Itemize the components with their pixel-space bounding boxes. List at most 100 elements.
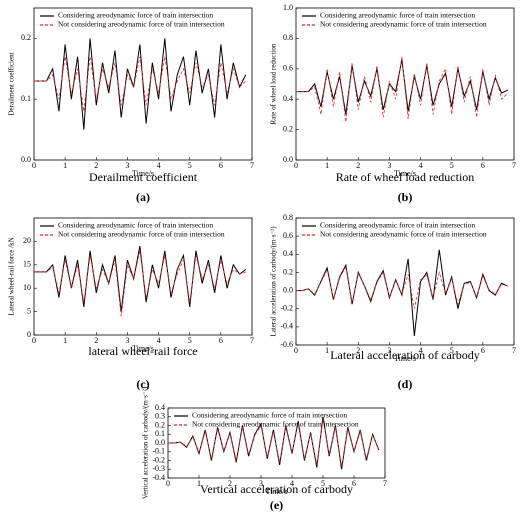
series-line xyxy=(296,249,508,336)
x-axis-label: Time/s xyxy=(266,487,288,496)
x-tick-label: 4 xyxy=(157,161,161,170)
x-tick-label: 1 xyxy=(325,346,329,355)
y-tick-label: 0.3 xyxy=(155,412,165,421)
x-tick-label: 6 xyxy=(481,161,485,170)
caption: Lateral acceleration of carbody xyxy=(330,348,480,362)
x-axis-label: Time/s xyxy=(394,169,416,178)
y-axis-label: Derailment coefficient xyxy=(8,52,16,115)
y-tick-label: 0.8 xyxy=(283,213,293,222)
y-tick-label: 0.1 xyxy=(21,94,31,103)
x-tick-label: 3 xyxy=(125,161,129,170)
y-tick-label: -0.6 xyxy=(280,340,293,349)
caption: lateral wheel-rail force xyxy=(88,344,197,358)
x-tick-label: 3 xyxy=(387,161,391,170)
y-axis-label: Rate of wheel load reduction xyxy=(270,43,278,124)
legend-label: Considering areodynamic force of train i… xyxy=(320,11,475,20)
caption: Rate of wheel load reduction xyxy=(336,170,475,184)
x-tick-label: 4 xyxy=(290,479,294,488)
series-line xyxy=(296,59,508,115)
x-tick-label: 2 xyxy=(356,161,360,170)
y-tick-label: 5 xyxy=(27,306,31,315)
panel-label: (a) xyxy=(136,190,150,204)
y-tick-label: 0.0 xyxy=(283,285,293,294)
y-tick-label: 0.2 xyxy=(283,124,293,133)
plot-frame xyxy=(33,217,253,336)
x-tick-label: 5 xyxy=(188,336,192,345)
series-line xyxy=(34,245,247,312)
x-axis-label: Time/s xyxy=(132,169,154,178)
x-tick-label: 7 xyxy=(512,346,516,355)
x-tick-label: 5 xyxy=(450,346,454,355)
legend-label: Not considering areodynamic force of tra… xyxy=(320,230,487,239)
x-tick-label: 7 xyxy=(250,336,254,345)
x-tick-label: 1 xyxy=(63,336,67,345)
y-axis-label: Vertical acceleration of carbody/(m·s⁻²) xyxy=(142,386,150,499)
legend-label: Considering areodynamic force of train i… xyxy=(192,411,347,420)
x-tick-label: 1 xyxy=(197,479,201,488)
y-tick-label: 1.0 xyxy=(283,3,293,12)
y-tick-label: -0.2 xyxy=(280,304,293,313)
x-tick-label: 0 xyxy=(32,161,36,170)
x-tick-label: 7 xyxy=(250,161,254,170)
x-tick-label: 3 xyxy=(259,479,263,488)
series-line xyxy=(296,56,509,123)
y-axis-label: Lateral wheel-rail force /kN xyxy=(8,237,16,315)
y-tick-label: -0.2 xyxy=(152,455,165,464)
x-axis-label: Time/s xyxy=(132,344,154,353)
y-tick-label: 0 xyxy=(27,330,31,339)
panel-label: (c) xyxy=(136,377,149,391)
y-tick-label: 20 xyxy=(23,236,31,245)
x-tick-label: 5 xyxy=(450,161,454,170)
x-tick-label: 2 xyxy=(94,336,98,345)
plot-frame xyxy=(33,7,253,161)
legend-label: Not considering areodynamic force of tra… xyxy=(192,420,359,429)
legend-label: Considering areodynamic force of train i… xyxy=(320,221,475,230)
y-tick-label: 10 xyxy=(23,283,31,292)
y-tick-label: -0.3 xyxy=(152,464,165,473)
y-tick-label: 0.4 xyxy=(155,403,165,412)
x-tick-label: 6 xyxy=(219,336,223,345)
x-tick-label: 0 xyxy=(294,161,298,170)
x-tick-label: 0 xyxy=(32,336,36,345)
panel-label: (b) xyxy=(398,190,413,204)
x-tick-label: 1 xyxy=(63,161,67,170)
series-line xyxy=(296,265,508,309)
y-tick-label: 0.2 xyxy=(21,33,31,42)
x-tick-label: 2 xyxy=(356,346,360,355)
plot-frame xyxy=(295,217,515,346)
x-tick-label: 2 xyxy=(94,161,98,170)
x-tick-label: 5 xyxy=(321,479,325,488)
y-tick-label: 0.6 xyxy=(283,64,293,73)
x-axis-label: Time/s xyxy=(394,354,416,363)
caption: Derailment coefficient xyxy=(89,170,198,184)
x-tick-label: 0 xyxy=(294,346,298,355)
caption: Vertical acceleration of carbody xyxy=(200,482,353,496)
y-tick-label: 0.4 xyxy=(283,249,293,258)
series-line xyxy=(34,56,247,112)
y-tick-label: 0.6 xyxy=(283,231,293,240)
y-tick-label: 15 xyxy=(23,260,31,269)
y-tick-label: 0.1 xyxy=(155,429,165,438)
y-tick-label: -0.4 xyxy=(280,322,293,331)
y-tick-label: 0.2 xyxy=(283,267,293,276)
x-tick-label: 4 xyxy=(157,336,161,345)
y-tick-label: 0.2 xyxy=(155,420,165,429)
x-tick-label: 7 xyxy=(512,161,516,170)
series-line xyxy=(168,419,380,467)
x-tick-label: 4 xyxy=(419,161,423,170)
y-tick-label: 0.4 xyxy=(283,94,293,103)
series-line xyxy=(34,38,247,130)
legend-label: Not considering areodynamic force of tra… xyxy=(320,20,487,29)
x-tick-label: 3 xyxy=(387,346,391,355)
legend-label: Not considering areodynamic force of tra… xyxy=(58,20,225,29)
panel-label: (d) xyxy=(398,377,413,391)
y-tick-label: 0.0 xyxy=(155,438,165,447)
y-tick-label: 0.0 xyxy=(283,155,293,164)
y-tick-label: 0.0 xyxy=(21,155,31,164)
panel-label: (e) xyxy=(270,498,283,512)
y-tick-label: -0.4 xyxy=(152,473,165,482)
plot-frame xyxy=(295,7,515,161)
x-tick-label: 6 xyxy=(219,161,223,170)
x-tick-label: 6 xyxy=(352,479,356,488)
